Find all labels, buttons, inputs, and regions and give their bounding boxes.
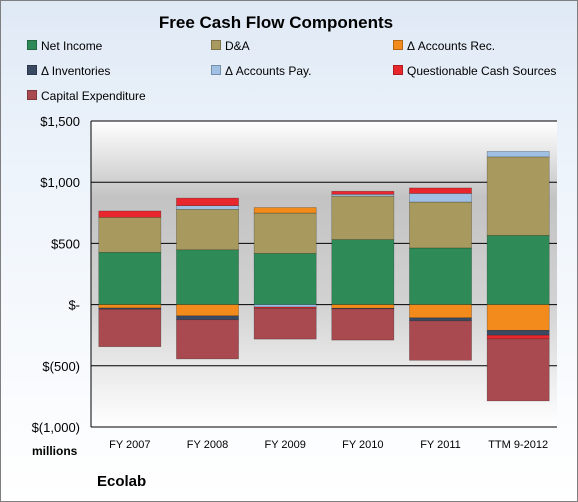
bar-segment-da: [253, 212, 317, 254]
bar-segment-capex: [409, 320, 472, 361]
bar-segment-questionable: [331, 190, 395, 195]
legend-label: Questionable Cash Sources: [407, 64, 557, 78]
y-tick-label: $(500): [42, 359, 80, 374]
legend-item-net-income: Net Income: [27, 39, 102, 53]
company-label: Ecolab: [97, 473, 147, 490]
units-label: millions: [32, 444, 78, 458]
y-tick-label: $1,000: [40, 175, 80, 190]
bar-segment-net_income: [486, 235, 550, 305]
bar-segment-capex: [331, 308, 395, 341]
bar-segment-net_income: [98, 252, 162, 305]
bar-segment-capex: [176, 319, 239, 360]
bar-segment-da: [98, 217, 162, 253]
x-tick-label: FY 2009: [264, 439, 305, 451]
y-tick-label: $500: [51, 236, 80, 251]
bar-segment-da: [176, 209, 239, 251]
bar-segment-net_income: [176, 249, 239, 305]
bar-segment-capex: [253, 307, 317, 340]
legend-label: Capital Expenditure: [41, 89, 146, 103]
bar-segment-accounts_pay: [486, 151, 550, 158]
legend-swatch: [393, 40, 403, 50]
bar-segment-capex: [98, 308, 162, 348]
legend-item-da: D&A: [211, 39, 250, 53]
legend-label: D&A: [225, 39, 250, 53]
bar-segment-inventories: [486, 330, 550, 336]
legend-swatch: [27, 40, 37, 50]
bar-segment-questionable: [486, 334, 550, 340]
bar-segment-accounts_pay: [253, 304, 317, 308]
x-tick-label: FY 2010: [342, 439, 383, 451]
legend-item-capex: Capital Expenditure: [27, 89, 146, 103]
bar-segment-da: [409, 201, 472, 249]
legend-label: Net Income: [41, 39, 103, 53]
bar-segment-capex: [486, 338, 550, 402]
legend-item-questionable: Questionable Cash Sources: [393, 64, 556, 78]
legend-swatch: [211, 40, 221, 50]
y-tick-label: $(1,000): [32, 420, 80, 435]
bar-segment-net_income: [409, 247, 472, 305]
legend-swatch: [27, 65, 37, 75]
bar-segment-accounts_rec: [409, 304, 472, 319]
bar-segment-questionable: [176, 197, 239, 207]
y-tick-label: $1,500: [40, 114, 80, 129]
legend-label: Δ Accounts Rec.: [407, 39, 496, 53]
legend-swatch: [211, 65, 221, 75]
x-tick-label: TTM 9-2012: [488, 439, 548, 451]
bar-segment-net_income: [253, 253, 317, 305]
x-tick-label: FY 2011: [420, 439, 461, 451]
chart-title: Free Cash Flow Components: [158, 13, 394, 32]
plot-background: [91, 121, 557, 427]
bar-segment-accounts_pay: [176, 205, 239, 210]
bar-segment-da: [486, 156, 550, 236]
bar-segment-questionable: [98, 210, 162, 218]
y-tick-label: $-: [68, 298, 80, 313]
bar-segment-accounts_pay: [409, 193, 472, 203]
legend-label: Δ Inventories: [41, 64, 111, 78]
x-tick-label: FY 2007: [109, 439, 150, 451]
bar-segment-da: [331, 195, 395, 240]
bar-segment-accounts_rec: [486, 304, 550, 331]
legend-swatch: [27, 90, 37, 100]
bar-segment-inventories: [176, 315, 239, 321]
bar-segment-accounts_rec: [253, 207, 317, 214]
x-tick-label: FY 2008: [187, 439, 228, 451]
bar-segment-net_income: [331, 239, 395, 305]
legend-swatch: [393, 65, 403, 75]
bar-segment-accounts_rec: [331, 304, 395, 309]
legend-item-accounts-pay: Δ Accounts Pay.: [211, 64, 312, 78]
bar-segment-inventories: [409, 317, 472, 322]
bar-segment-questionable: [409, 187, 472, 194]
bar-segment-accounts_rec: [176, 304, 239, 317]
bar-segment-accounts_rec: [98, 304, 162, 309]
plot-area: $(1,000) $(500) $- $500 $1,000 $1,500 FY 2007…: [32, 114, 557, 451]
legend-item-accounts-rec: Δ Accounts Rec.: [393, 39, 495, 53]
legend-label: Δ Accounts Pay.: [225, 64, 312, 78]
legend-item-inventories: Δ Inventories: [27, 64, 110, 78]
